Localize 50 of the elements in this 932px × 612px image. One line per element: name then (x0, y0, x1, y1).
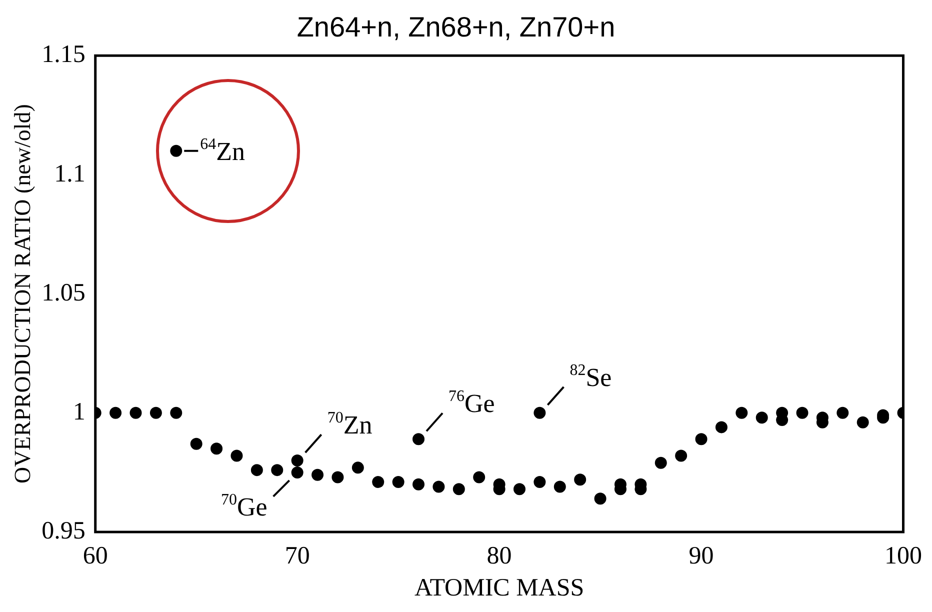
y-tick-label: 1.05 (42, 279, 86, 306)
point (332, 471, 344, 484)
point (130, 406, 142, 419)
point (250, 464, 263, 476)
point (473, 471, 486, 484)
point (736, 406, 748, 419)
x-tick-label: 70 (284, 542, 310, 570)
y-axis-title: OVERPRODUCTION RATIO (new/old) (10, 104, 35, 484)
chart-title: Zn64+n, Zn68+n, Zn70+n (296, 12, 616, 43)
point (392, 476, 404, 488)
point (412, 478, 425, 490)
point (534, 406, 546, 419)
point (170, 144, 182, 157)
point (291, 466, 304, 478)
point (715, 421, 728, 434)
point (452, 483, 465, 496)
y-tick-label: 0.95 (42, 518, 86, 545)
x-tick-label: 60 (82, 542, 108, 570)
point (291, 454, 304, 467)
point (412, 433, 425, 446)
point (432, 480, 445, 493)
y-tick-label: 1.1 (54, 160, 86, 188)
y-tick-label: 1.15 (42, 41, 86, 68)
point (554, 480, 566, 493)
point (594, 492, 606, 505)
point (312, 468, 324, 481)
y-tick-label: 1 (72, 398, 86, 426)
point (856, 416, 869, 428)
point (836, 406, 849, 419)
point (513, 483, 526, 496)
x-tick-label: 90 (688, 542, 714, 570)
point (271, 464, 284, 476)
point (534, 476, 546, 488)
point (675, 450, 688, 462)
point (190, 438, 202, 450)
point (796, 406, 808, 419)
point (110, 406, 122, 419)
point (654, 456, 667, 469)
x-tick-label: 80 (486, 542, 512, 570)
point (352, 462, 364, 474)
point (756, 412, 768, 424)
point (695, 433, 708, 446)
point (574, 474, 586, 486)
point (230, 450, 243, 462)
x-tick-label: 100 (884, 542, 922, 570)
point (210, 442, 223, 455)
point (150, 406, 162, 419)
point (170, 406, 182, 419)
x-axis-title: ATOMIC MASS (414, 574, 584, 602)
point (372, 476, 384, 488)
